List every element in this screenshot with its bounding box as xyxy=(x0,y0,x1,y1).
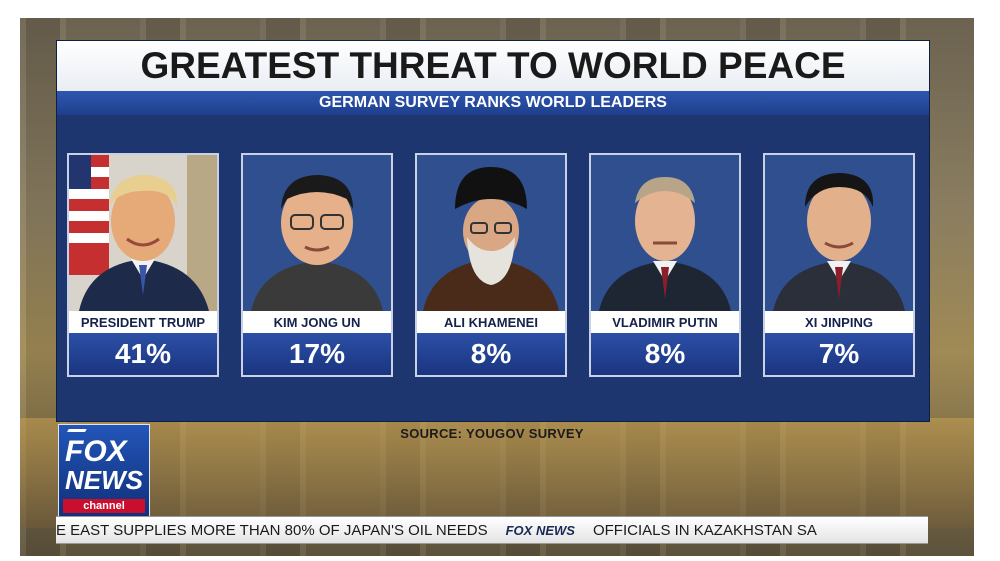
name-bar: KIM JONG UN xyxy=(243,311,391,333)
leader-percentage: 41% xyxy=(114,338,172,369)
name-bar: VLADIMIR PUTIN xyxy=(591,311,739,333)
leader-name: VLADIMIR PUTIN xyxy=(612,314,718,330)
photo-khamenei xyxy=(417,155,565,311)
photo-putin xyxy=(591,155,739,311)
leader-card-xi: XI JINPING 7% xyxy=(763,153,915,377)
leader-name: PRESIDENT TRUMP xyxy=(80,314,206,330)
leader-card-putin: VLADIMIR PUTIN 8% xyxy=(589,153,741,377)
logo-fox-text: FOX xyxy=(65,435,127,468)
leader-card-trump: PRESIDENT TRUMP 41% xyxy=(67,153,219,377)
source-label: SOURCE: YOUGOV SURVEY xyxy=(400,425,584,441)
leader-percentage: 17% xyxy=(288,338,346,369)
leader-name: KIM JONG UN xyxy=(273,314,361,330)
survey-graphic: GREATEST THREAT TO WORLD PEACE GERMAN SU… xyxy=(56,40,930,422)
news-ticker: E EAST SUPPLIES MORE THAN 80% OF JAPAN'S… xyxy=(56,516,928,544)
leader-name: ALI KHAMENEI xyxy=(444,314,538,330)
leader-cards: PRESIDENT TRUMP 41% KIM JONG UN xyxy=(57,153,929,383)
logo-channel-text: channel xyxy=(63,499,145,513)
ticker-headline-right: OFFICIALS IN KAZAKHSTAN SA xyxy=(592,521,817,539)
value-bar: 17% xyxy=(243,333,391,375)
leader-card-khamenei: ALI KHAMENEI 8% xyxy=(415,153,567,377)
name-bar: ALI KHAMENEI xyxy=(417,311,565,333)
value-bar: 8% xyxy=(591,333,739,375)
title-bar: GREATEST THREAT TO WORLD PEACE xyxy=(57,41,929,91)
photo-trump xyxy=(69,155,217,311)
studio-floor xyxy=(20,418,974,528)
fox-news-logo: FOX NEWS channel xyxy=(58,424,150,518)
leader-percentage: 8% xyxy=(644,338,686,369)
ticker-headline-left: E EAST SUPPLIES MORE THAN 80% OF JAPAN'S… xyxy=(56,521,488,539)
value-bar: 41% xyxy=(69,333,217,375)
logo-news-text: NEWS xyxy=(65,465,143,495)
leader-percentage: 7% xyxy=(818,338,860,369)
photo-kim xyxy=(243,155,391,311)
graphic-title: GREATEST THREAT TO WORLD PEACE xyxy=(140,45,846,86)
subtitle-bar: GERMAN SURVEY RANKS WORLD LEADERS xyxy=(57,91,929,115)
leader-card-kim: KIM JONG UN 17% xyxy=(241,153,393,377)
leader-percentage: 8% xyxy=(470,338,512,369)
graphic-subtitle: GERMAN SURVEY RANKS WORLD LEADERS xyxy=(319,94,667,111)
leader-name: XI JINPING xyxy=(805,314,873,330)
value-bar: 7% xyxy=(765,333,913,375)
name-bar: XI JINPING xyxy=(765,311,913,333)
ticker-logo: FOX NEWS xyxy=(505,522,575,538)
name-bar: PRESIDENT TRUMP xyxy=(69,311,217,333)
photo-xi xyxy=(765,155,913,311)
value-bar: 8% xyxy=(417,333,565,375)
source-bar: SOURCE: YOUGOV SURVEY xyxy=(56,421,928,445)
